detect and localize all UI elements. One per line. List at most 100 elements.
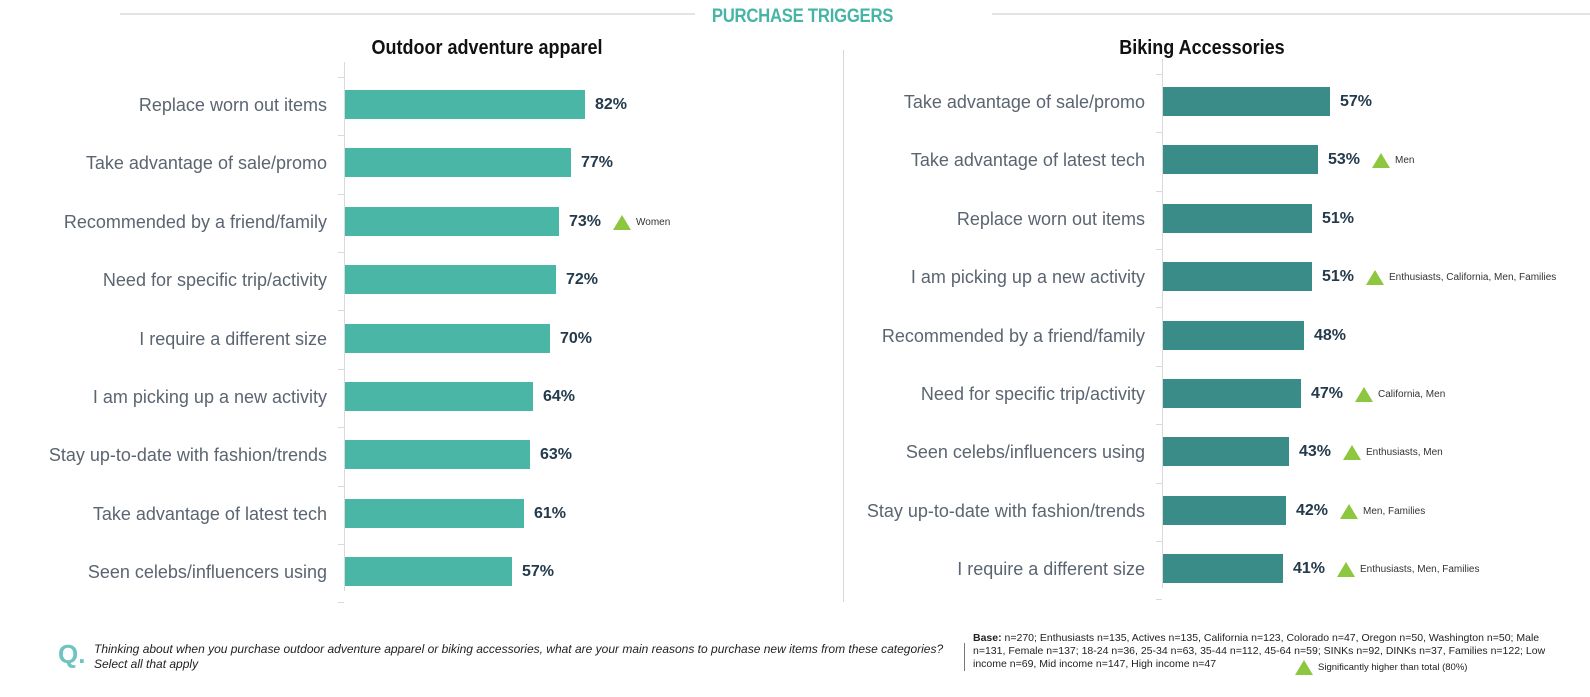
right-chart-axis — [1162, 58, 1163, 589]
category-label: Take advantage of sale/promo — [903, 92, 1145, 112]
value-label: 57% — [522, 563, 555, 580]
value-label: 61% — [534, 505, 567, 522]
significance-groups: Men, Families — [1363, 505, 1426, 517]
category-label: Replace worn out items — [956, 209, 1145, 229]
base-note: Base: n=270; Enthusiasts n=135, Actives … — [973, 632, 1563, 671]
axis-tick — [1156, 599, 1162, 600]
axis-tick — [1156, 191, 1162, 192]
axis-tick — [338, 252, 344, 253]
bar — [1163, 496, 1286, 525]
significance-groups: Enthusiasts, Men — [1366, 446, 1443, 458]
axis-tick — [338, 369, 344, 370]
bar-row: Need for specific trip/activity 72% — [0, 265, 1590, 295]
bar-row: I am picking up a new activity 64% — [0, 382, 1590, 412]
chart-divider — [843, 50, 844, 602]
significance-annotation: Men, Families — [1340, 496, 1425, 526]
up-triangle-icon — [1355, 386, 1373, 402]
category-label: Need for specific trip/activity — [920, 384, 1145, 404]
bar-row: I require a different size 41% Enthusiasts… — [0, 554, 1590, 584]
category-label: Replace worn out items — [138, 95, 327, 115]
category-label: I am picking up a new activity — [92, 387, 327, 407]
axis-tick — [338, 602, 344, 603]
value-label: 63% — [540, 446, 573, 463]
axis-tick — [338, 310, 344, 311]
bar — [1163, 379, 1301, 408]
up-triangle-icon — [1295, 660, 1313, 675]
significance-annotation: Enthusiasts, California, Men, Families — [1366, 262, 1556, 292]
significance-annotation: Men — [1372, 145, 1414, 175]
up-triangle-icon — [1340, 503, 1358, 519]
value-label: 42% — [1296, 502, 1329, 519]
value-label: 72% — [566, 271, 599, 288]
category-label: I require a different size — [139, 329, 327, 349]
axis-tick — [1156, 307, 1162, 308]
category-label: Need for specific trip/activity — [102, 270, 327, 290]
axis-tick — [1156, 249, 1162, 250]
bar-row: Take advantage of sale/promo 77% — [0, 148, 1590, 178]
significance-annotation: California, Men — [1355, 379, 1445, 409]
axis-tick — [1156, 74, 1162, 75]
bar — [345, 557, 512, 586]
significance-groups: Women — [636, 216, 671, 228]
category-label: Stay up-to-date with fashion/trends — [866, 501, 1145, 521]
bar-row: Seen celebs/influencers using 43% Enthusia… — [0, 437, 1590, 467]
bar — [1163, 321, 1304, 350]
axis-tick — [1156, 424, 1162, 425]
bar — [1163, 87, 1330, 116]
legend-text: Significantly higher than total (80%) — [1318, 662, 1468, 673]
value-label: 47% — [1311, 385, 1344, 402]
up-triangle-icon — [613, 214, 631, 230]
bar — [345, 499, 524, 528]
axis-tick — [338, 194, 344, 195]
significance-groups: Men — [1395, 154, 1415, 166]
bar — [1163, 145, 1318, 174]
axis-tick — [1156, 366, 1162, 367]
base-label: Base: — [973, 632, 1002, 644]
bar — [345, 90, 585, 119]
bar-row: Take advantage of latest tech 61% — [0, 499, 1590, 529]
bar — [1163, 204, 1312, 233]
significance-annotation: Enthusiasts, Men — [1343, 437, 1443, 467]
left-chart-title: Outdoor adventure apparel — [371, 37, 603, 59]
significance-groups: Enthusiasts, Men, Families — [1360, 563, 1480, 575]
survey-question: Thinking about when you purchase outdoor… — [94, 642, 944, 671]
value-label: 51% — [1322, 268, 1355, 285]
up-triangle-icon — [1372, 152, 1390, 168]
base-sample-sizes: n=270; Enthusiasts n=135, Actives n=135,… — [973, 632, 1546, 670]
value-label: 82% — [595, 96, 628, 113]
right-chart-title: Biking Accessories — [1119, 37, 1285, 59]
header-rule-left — [120, 13, 695, 15]
significance-groups: Enthusiasts, California, Men, Families — [1389, 271, 1557, 283]
value-label: 48% — [1314, 327, 1347, 344]
bar-row: Take advantage of latest tech 53% Men — [0, 145, 1590, 175]
category-label: Seen celebs/influencers using — [87, 562, 327, 582]
category-label: Take advantage of latest tech — [910, 150, 1145, 170]
value-label: 43% — [1299, 443, 1332, 460]
bar — [345, 265, 556, 294]
header-rule-right — [992, 13, 1590, 15]
significance-groups: California, Men — [1378, 388, 1446, 400]
axis-tick — [1156, 541, 1162, 542]
value-label: 57% — [1340, 93, 1373, 110]
up-triangle-icon — [1337, 561, 1355, 577]
axis-tick — [1156, 132, 1162, 133]
significance-annotation: Women — [613, 207, 670, 237]
bar — [1163, 262, 1312, 291]
value-label: 41% — [1293, 560, 1326, 577]
value-label: 70% — [560, 330, 593, 347]
bar — [345, 382, 533, 411]
category-label: I require a different size — [957, 559, 1145, 579]
bar-row: Need for specific trip/activity 47% Califo… — [0, 379, 1590, 409]
bar-row: Recommended by a friend/family 48% — [0, 321, 1590, 351]
value-label: 51% — [1322, 210, 1355, 227]
question-marker-icon: Q. — [58, 639, 86, 669]
value-label: 64% — [543, 388, 576, 405]
bar-row: I am picking up a new activity 51% Enthusi… — [0, 262, 1590, 292]
category-label: Seen celebs/influencers using — [905, 442, 1145, 462]
bar-row: Recommended by a friend/family 73% Women — [0, 207, 1590, 237]
axis-tick — [338, 77, 344, 78]
significance-legend: Significantly higher than total (80%) — [1295, 660, 1467, 675]
axis-tick — [338, 486, 344, 487]
category-label: Recommended by a friend/family — [881, 326, 1145, 346]
bar-row: Stay up-to-date with fashion/trends 42% Me… — [0, 496, 1590, 526]
